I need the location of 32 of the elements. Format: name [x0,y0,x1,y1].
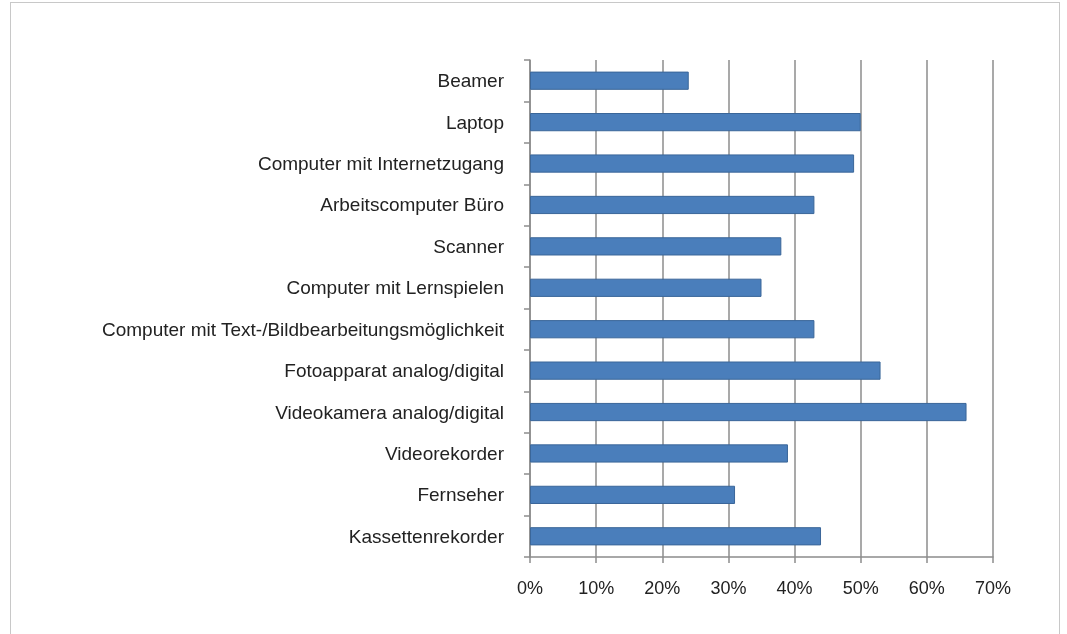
y-tick-label: Videorekorder [384,442,505,464]
y-tick-label: Scanner [433,235,505,257]
x-tick-label: 50% [842,578,879,598]
x-tick-label: 20% [644,578,681,598]
y-tick-label: Laptop [445,111,504,133]
bar [530,485,736,504]
x-tick-label: 30% [710,578,747,598]
x-tick-label: 40% [776,578,813,598]
bar [530,113,861,132]
y-tick-label: Computer mit Lernspielen [286,277,504,299]
bar [530,278,762,297]
x-tick-label: 60% [908,578,945,598]
bar [530,237,782,256]
bar [530,527,822,546]
y-tick-label: Computer mit Text-/Bildbearbeitungsmöglichkeit [102,318,505,340]
bar [530,444,788,463]
bar [530,71,689,90]
bar [530,195,815,215]
bar [530,361,881,380]
bar [530,154,855,173]
y-tick-label: Fernseher [417,484,505,506]
x-tick-label: 10% [578,578,615,598]
y-tick-label: Beamer [437,70,505,92]
x-tick-label: 70% [974,578,1012,598]
y-tick-label: Videokamera analog/digital [275,401,504,423]
y-tick-label: Arbeitscomputer Büro [320,194,504,216]
y-tick-label: Kassettenrekorder [348,525,505,547]
bar [530,402,967,422]
bar [530,320,815,339]
y-tick-label: Fotoapparat analog/digital [284,360,504,382]
x-tick-label: 0% [516,578,544,598]
y-tick-label: Computer mit Internetzugang [257,153,504,175]
